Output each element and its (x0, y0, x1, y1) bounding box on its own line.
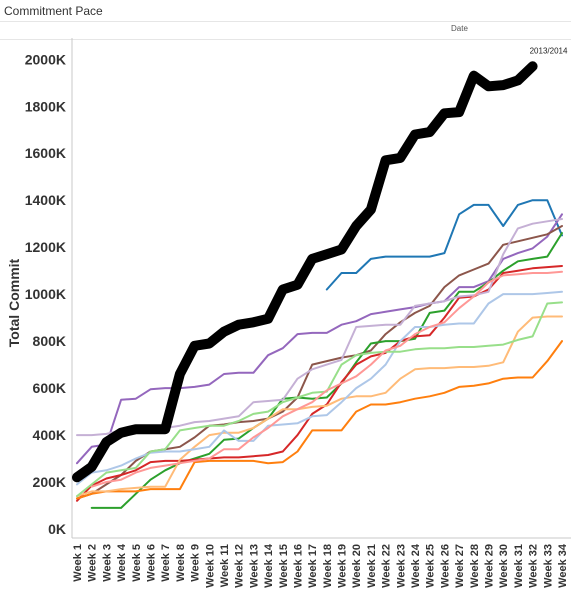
series-line[interactable] (90, 270, 563, 488)
x-tick-label: Week 28 (469, 544, 481, 588)
y-tick-label: 1200K (25, 239, 66, 255)
y-tick-label: 0K (48, 521, 66, 537)
x-tick-label: Week 15 (278, 544, 290, 588)
x-tick-label: Week 14 (263, 543, 275, 588)
x-tick-label: Week 16 (292, 544, 304, 588)
column-header-band (0, 21, 571, 40)
x-tick-label: Week 32 (528, 544, 540, 588)
x-tick-label: Week 19 (337, 544, 349, 588)
x-tick-label: Week 20 (351, 544, 363, 588)
x-tick-label: Week 27 (454, 544, 466, 588)
x-tick-label: Week 34 (557, 543, 569, 588)
y-tick-label: 400K (33, 427, 66, 443)
x-tick-label: Week 7 (160, 544, 172, 582)
y-tick-label: 200K (33, 474, 66, 490)
y-tick-label: 600K (33, 380, 66, 396)
series-line[interactable] (325, 199, 563, 291)
y-tick-label: 1400K (25, 192, 66, 208)
series-line[interactable] (90, 232, 563, 509)
x-tick-label: Week 10 (204, 544, 216, 588)
series-line[interactable] (76, 301, 563, 498)
x-tick-label: Week 30 (498, 544, 510, 588)
y-tick-label: 1600K (25, 145, 66, 161)
series-line[interactable] (76, 225, 563, 500)
x-tick-label: Week 6 (145, 544, 157, 582)
x-tick-label: Week 33 (542, 544, 554, 588)
highlighted-series-line[interactable] (72, 61, 538, 483)
x-tick-label: Week 18 (322, 544, 334, 588)
x-tick-label: Week 26 (439, 544, 451, 588)
y-tick-label: 1000K (25, 286, 66, 302)
x-tick-label: Week 4 (116, 543, 128, 582)
series-lines (72, 61, 563, 509)
y-tick-label: 2000K (25, 51, 66, 67)
date-column-header[interactable]: Date (451, 24, 468, 33)
x-tick-label: Week 2 (87, 544, 99, 582)
y-axis-title: Total Commit (6, 258, 22, 347)
x-tick-label: Week 29 (484, 544, 496, 588)
y-tick-label: 1800K (25, 98, 66, 114)
series-line[interactable] (76, 290, 563, 486)
labels: 0K 200K 400K 600K 800K 1000K 1200K 1400K 1600K 18… (6, 46, 569, 587)
x-tick-label: Week 21 (366, 544, 378, 588)
x-tick-label: Week 8 (175, 544, 187, 582)
series-line[interactable] (76, 315, 563, 498)
axes (71, 38, 571, 539)
x-tick-label: Week 9 (190, 544, 202, 582)
series-end-annotation: 2013/2014 (530, 46, 568, 55)
x-tick-label: Week 13 (248, 544, 260, 588)
x-tick-label: Week 31 (513, 544, 525, 588)
x-tick-label: Week 23 (395, 544, 407, 588)
sheet-title: Commitment Pace (4, 4, 103, 18)
x-tick-label: Week 5 (131, 544, 143, 582)
x-tick-label: Week 17 (307, 544, 319, 588)
series-line[interactable] (76, 213, 563, 465)
x-tick-label: Week 3 (101, 544, 113, 582)
x-tick-label: Week 22 (381, 544, 393, 588)
x-tick-label: Week 12 (234, 544, 246, 588)
x-tick-label: Week 25 (425, 544, 437, 588)
x-tick-label: Week 24 (410, 543, 422, 588)
y-tick-label: 800K (33, 333, 66, 349)
series-line[interactable] (76, 340, 563, 500)
x-tick-label: Week 1 (72, 544, 84, 582)
x-tick-label: Week 11 (219, 544, 231, 587)
